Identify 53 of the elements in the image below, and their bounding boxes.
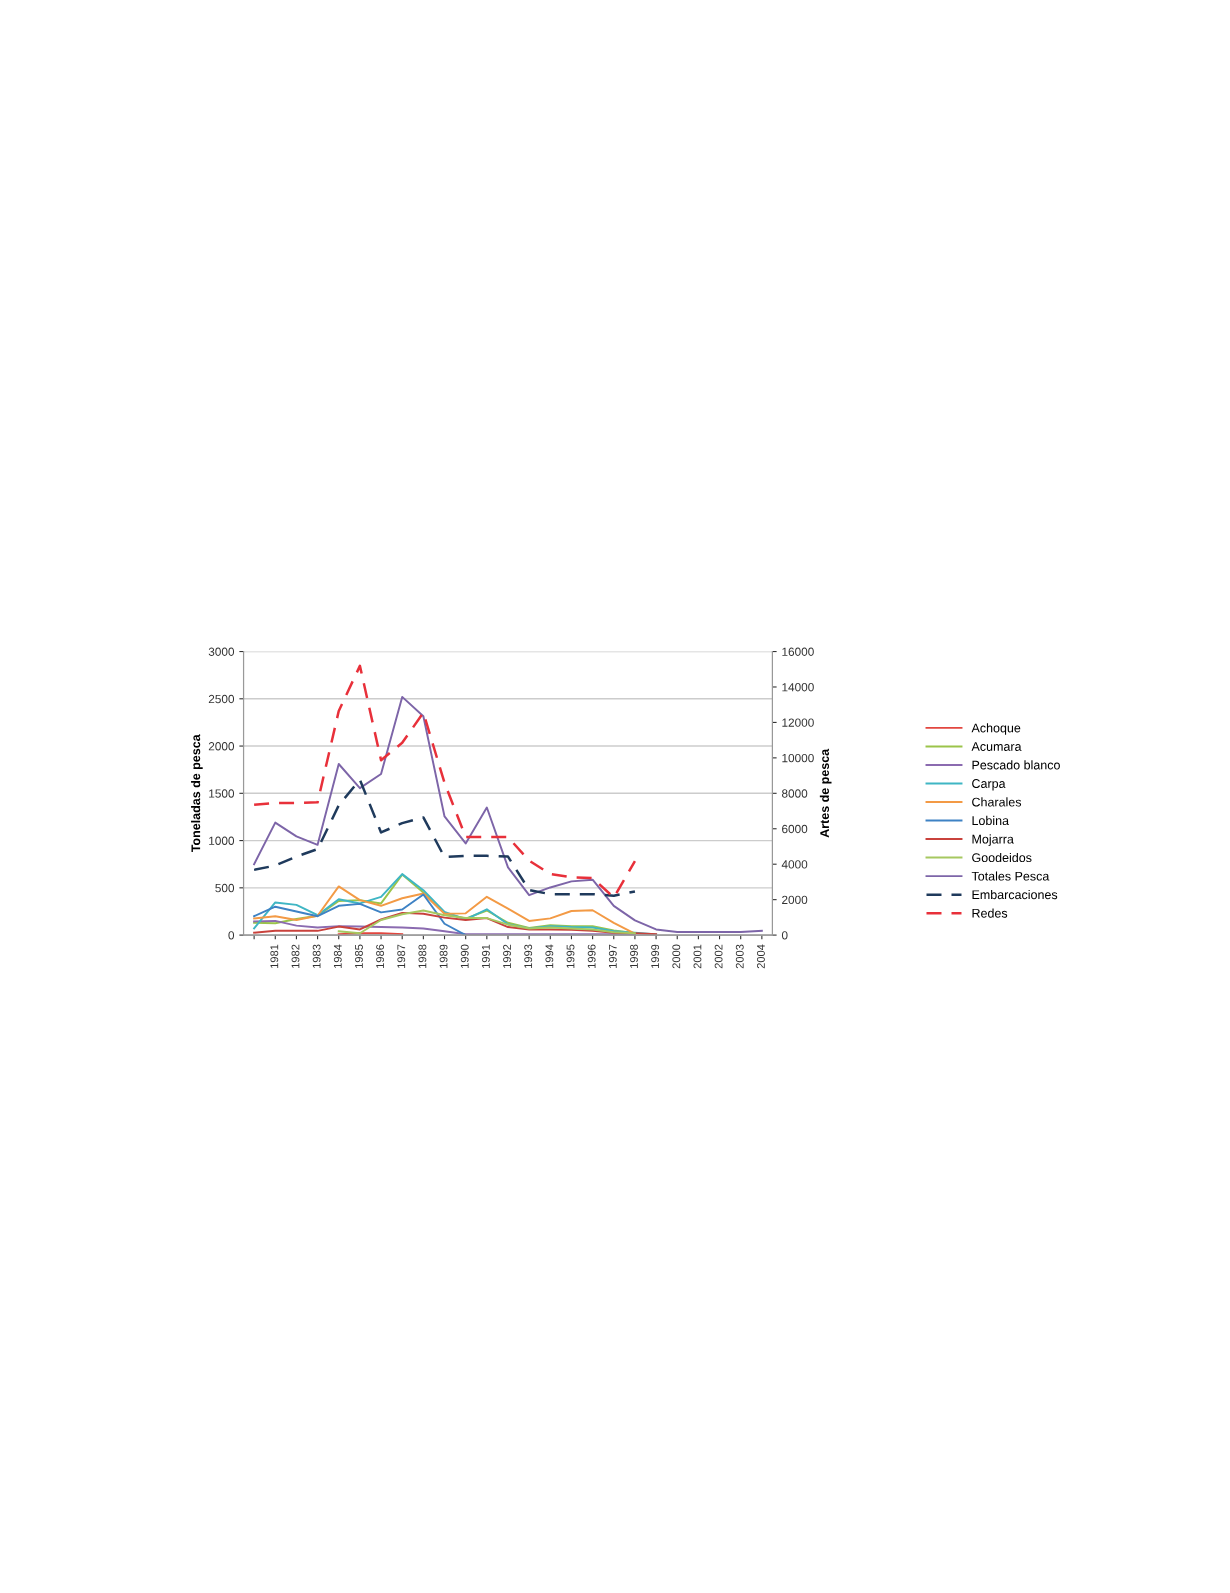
legend-label: Charales xyxy=(972,797,1022,807)
x-tick-label: 1998 xyxy=(630,944,638,968)
x-tick-label: 1994 xyxy=(545,944,554,968)
y2-tick-label: 10000 xyxy=(782,753,814,763)
legend-label: Embarcaciones xyxy=(972,889,1058,900)
x-tick-label: 1984 xyxy=(333,944,342,968)
x-tick-label: 2003 xyxy=(735,944,744,969)
legend-label: Pescado blanco xyxy=(972,760,1060,770)
y-tick-label: 0 xyxy=(228,931,235,940)
legend-label: Acumara xyxy=(971,742,1022,751)
x-tick-label: 1999 xyxy=(651,944,660,968)
x-tick-label: 2002 xyxy=(714,944,723,969)
y2-tick-label: 14000 xyxy=(782,683,814,692)
x-tick-label: 1986 xyxy=(376,944,385,968)
x-tick-label: 1982 xyxy=(291,944,300,968)
y-tick-label: 1000 xyxy=(209,836,235,845)
y2-tick-label: 2000 xyxy=(782,895,808,905)
legend-label: Achoque xyxy=(971,723,1021,735)
x-tick-label: 1992 xyxy=(503,944,511,968)
y2-axis-title: Artes de pesca xyxy=(819,748,832,838)
x-tick-label: 1997 xyxy=(608,944,617,968)
y2-tick-label: 4000 xyxy=(781,860,808,869)
x-tick-label: 1987 xyxy=(397,944,406,968)
legend-label: Carpa xyxy=(972,779,1006,791)
x-tick-label: 1983 xyxy=(312,944,321,968)
legend-label: Goodeidos xyxy=(972,852,1032,863)
legend-label: Mojarra xyxy=(972,834,1014,847)
x-tick-label: 1990 xyxy=(460,944,469,968)
y-tick-label: 2500 xyxy=(208,694,235,704)
x-tick-label: 1991 xyxy=(481,944,490,968)
x-tick-label: 1996 xyxy=(587,944,596,968)
y2-tick-label: 6000 xyxy=(782,824,808,834)
x-tick-label: 1989 xyxy=(439,944,448,968)
x-tick-label: 1981 xyxy=(270,944,279,968)
x-tick-label: 1995 xyxy=(566,944,575,968)
y-axis-title: Toneladas de pesca xyxy=(191,734,203,853)
y-tick-label: 3000 xyxy=(208,647,235,656)
y2-tick-label: 8000 xyxy=(781,789,808,798)
legend-label: Lobina xyxy=(972,815,1010,826)
x-tick-label: 1993 xyxy=(524,944,533,968)
y2-tick-label: 12000 xyxy=(782,718,814,727)
x-tick-label: 1985 xyxy=(355,944,363,968)
x-tick-label: 2000 xyxy=(672,944,681,969)
y-tick-label: 2000 xyxy=(208,742,235,751)
legend-label: Redes xyxy=(972,908,1008,918)
y2-tick-label: 0 xyxy=(781,931,788,940)
y-tick-label: 500 xyxy=(215,883,235,893)
x-tick-label: 2001 xyxy=(693,944,702,969)
x-tick-label: 2004 xyxy=(756,944,765,969)
x-tick-label: 1988 xyxy=(418,944,427,968)
legend-label: Totales Pesca xyxy=(971,871,1050,881)
y-tick-label: 1500 xyxy=(209,789,235,798)
y2-tick-label: 16000 xyxy=(782,647,814,656)
